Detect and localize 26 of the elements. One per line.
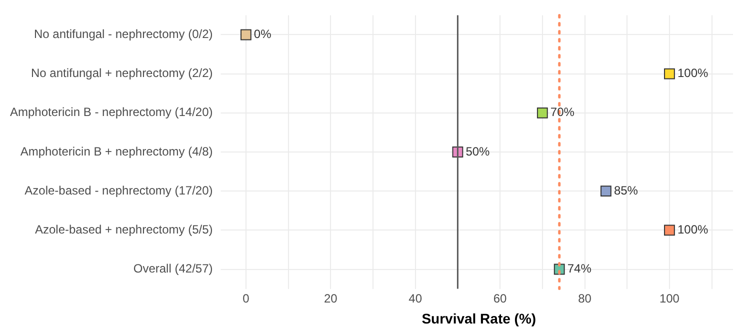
point [600,186,612,197]
data-label: 50% [466,144,490,158]
data-label: 70% [550,105,575,120]
x-tick-label: 0 [242,291,250,306]
x-axis-title: Survival Rate (%) [422,310,536,326]
y-tick-label: Amphotericin B + nephrectomy (4/8) [20,144,213,158]
y-tick-label: Azole-based + nephrectomy (5/5) [34,222,213,236]
x-tick-label: 60 [493,291,508,306]
point [664,68,675,80]
x-tick-label: 40 [408,291,422,306]
y-tick-label: Overall (42/57) [133,262,213,276]
data-label: 100% [677,222,708,236]
y-tick-label: No antifungal - nephrectomy (0/2) [34,27,213,42]
data-label: 0% [254,27,272,42]
point [240,29,252,40]
x-tick-label: 100 [659,291,680,306]
point [536,107,548,118]
data-label: 100% [677,66,708,80]
data-label: 85% [614,183,638,198]
x-tick-label: 20 [324,291,338,306]
x-tick-label: 80 [578,291,592,306]
y-tick-label: No antifungal + nephrectomy (2/2) [30,66,213,80]
data-label: 74% [567,262,592,276]
y-tick-label: Amphotericin B - nephrectomy (14/20) [10,105,213,120]
y-tick-label: Azole-based - nephrectomy (17/20) [24,183,213,198]
point [664,224,675,236]
